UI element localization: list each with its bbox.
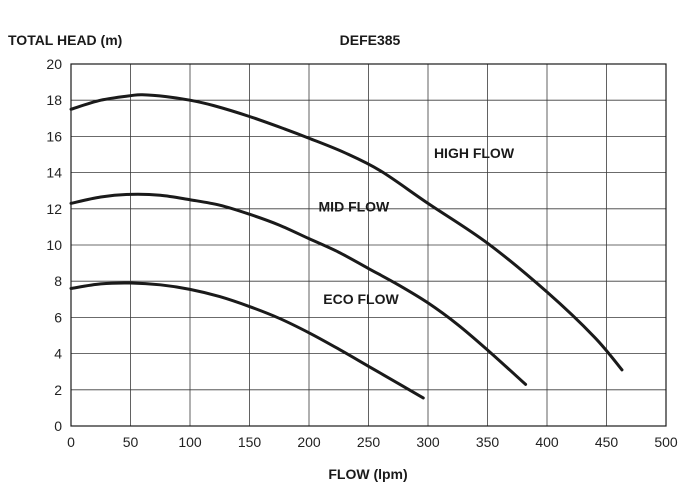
y-tick-label: 10 (46, 237, 62, 253)
x-tick-label: 300 (416, 434, 440, 450)
grid (70, 63, 667, 427)
y-tick-label: 16 (46, 128, 62, 144)
y-axis-title: TOTAL HEAD (m) (8, 32, 122, 48)
series-label-mid-flow: MID FLOW (319, 199, 391, 215)
x-tick-label: 250 (357, 434, 381, 450)
x-tick-label: 350 (476, 434, 500, 450)
plot-frame (70, 63, 667, 427)
y-tick-label: 4 (54, 346, 62, 362)
series-labels: HIGH FLOW MID FLOW ECO FLOW (319, 145, 515, 307)
x-axis-title: FLOW (lpm) (328, 466, 407, 482)
y-tick-label: 18 (46, 92, 62, 108)
x-tick-label: 50 (123, 434, 139, 450)
y-tick-label: 8 (54, 273, 62, 289)
series-curve-high-flow (69, 93, 624, 372)
x-axis-ticks: 0 50 100 150 200 250 300 350 400 450 500 (67, 434, 678, 450)
x-tick-label: 400 (535, 434, 559, 450)
x-tick-label: 500 (654, 434, 678, 450)
y-axis-ticks: 0 2 4 6 8 10 12 14 16 18 20 (46, 56, 62, 434)
y-tick-label: 12 (46, 201, 62, 217)
series-label-high-flow: HIGH FLOW (434, 145, 515, 161)
y-tick-label: 2 (54, 382, 62, 398)
series-curves (69, 93, 624, 400)
y-tick-label: 6 (54, 309, 62, 325)
y-tick-label: 14 (46, 165, 62, 181)
series-label-eco-flow: ECO FLOW (323, 291, 399, 307)
x-tick-label: 450 (595, 434, 619, 450)
x-tick-label: 0 (67, 434, 75, 450)
y-tick-label: 20 (46, 56, 62, 72)
x-tick-label: 200 (297, 434, 321, 450)
series-curve-eco-flow (69, 281, 425, 400)
chart-title: DEFE385 (340, 32, 401, 48)
x-tick-label: 100 (178, 434, 202, 450)
series-curve-mid-flow (69, 192, 528, 386)
y-tick-label: 0 (54, 418, 62, 434)
x-tick-label: 150 (238, 434, 262, 450)
